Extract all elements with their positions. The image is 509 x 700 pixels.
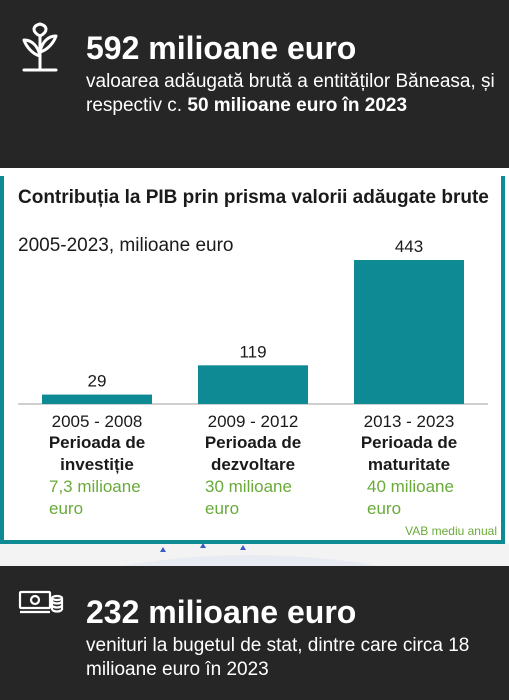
summary-panel-bottom: 232 milioane euro venituri la bugetul de… (0, 566, 509, 700)
background-photo-strip (0, 544, 509, 566)
category-phase: Perioada de maturitate (360, 433, 458, 474)
sprout-icon (22, 22, 58, 72)
bar (354, 260, 464, 404)
category-phase: Perioada de dezvoltare (204, 433, 302, 474)
category-period: 2013 - 2023 (363, 412, 455, 431)
bar (42, 394, 152, 404)
bar-value-label: 29 (88, 372, 107, 391)
bar (198, 365, 308, 404)
bar-value-label: 443 (395, 237, 423, 256)
headline-vab: 592 milioane euro (86, 30, 357, 66)
category-annual-value: 30 milioane euro (205, 477, 292, 518)
category-period: 2009 - 2012 (207, 412, 299, 431)
money-icon (18, 590, 64, 614)
summary-panel-top: 592 milioane euro valoarea adăugată brut… (0, 0, 509, 168)
category-annual-value: 40 milioane euro (367, 477, 454, 518)
headline-revenues: 232 milioane euro (86, 594, 357, 630)
category-1: 2005 - 2008 Perioada de investiție 7,3 m… (22, 411, 172, 520)
category-phase: Perioada de investiție (48, 433, 146, 474)
bar-chart: 29 119 443 (18, 237, 488, 405)
chart-subtitle: 2005-2023, milioane euro (18, 235, 234, 256)
chart-card: Contribuția la PIB prin prisma valorii a… (0, 176, 505, 544)
bar-value-label: 119 (239, 342, 266, 361)
chart-footnote: VAB mediu anual (405, 524, 497, 538)
description-vab: valoarea adăugată brută a entităților Bă… (86, 71, 495, 116)
chart-title: Contribuția la PIB prin prisma valorii a… (18, 187, 489, 208)
category-2: 2009 - 2012 Perioada de dezvoltare 30 mi… (178, 411, 328, 520)
photo-strip-decoration (120, 544, 380, 566)
category-3: 2013 - 2023 Perioada de maturitate 40 mi… (334, 411, 484, 520)
category-annual-value: 7,3 milioane euro (49, 477, 141, 518)
description-revenues: venituri la bugetul de stat, dintre care… (86, 635, 470, 680)
category-period: 2005 - 2008 (51, 412, 143, 431)
